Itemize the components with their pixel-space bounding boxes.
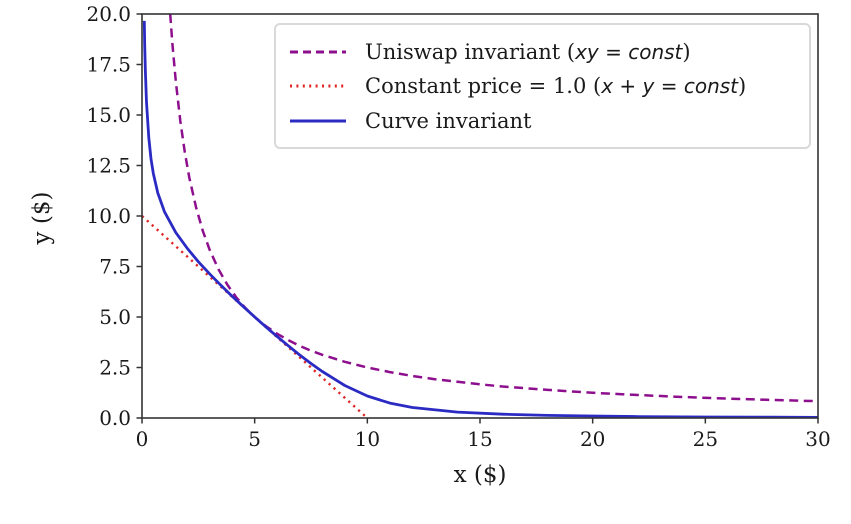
legend-label-constant-price: Constant price = 1.0 (x + y = const)	[365, 74, 746, 98]
y-tick-label: 12.5	[86, 154, 131, 178]
solid-line-sample-icon	[290, 119, 346, 122]
x-tick-label: 20	[580, 427, 605, 451]
y-tick-label: 20.0	[86, 2, 131, 26]
legend-text: Constant price = 1.0 (	[365, 74, 602, 98]
y-tick-label: 17.5	[86, 53, 131, 77]
x-tick-label: 15	[467, 427, 492, 451]
curve-constant-price-1-0	[142, 215, 369, 418]
y-axis-label: y ($)	[29, 191, 55, 245]
x-tick-label: 0	[136, 427, 149, 451]
legend-text: )	[738, 74, 747, 98]
legend-math-text: x + y = const	[601, 74, 739, 98]
legend-item-constant-price: Constant price = 1.0 (x + y = const)	[288, 74, 797, 98]
legend-math-text: xy = const	[575, 39, 683, 64]
dotted-line-sample-icon	[290, 84, 346, 88]
curve-uniswap-invariant	[168, 14, 818, 403]
legend-label-uniswap: Uniswap invariant (xy = const)	[365, 40, 691, 64]
y-tick-label: 5.0	[99, 305, 131, 329]
x-axis-label: x ($)	[453, 462, 507, 488]
y-tick-label: 10.0	[86, 204, 131, 228]
legend-text: Uniswap invariant (	[365, 39, 576, 64]
x-tick-label: 10	[355, 427, 380, 451]
x-tick-label: 30	[805, 427, 830, 451]
y-tick-label: 2.5	[99, 356, 131, 380]
legend: Uniswap invariant (xy = const) Constant …	[274, 23, 811, 149]
legend-text: )	[682, 39, 691, 64]
x-tick-label: 5	[248, 427, 261, 451]
y-tick-label: 7.5	[99, 255, 131, 279]
legend-text: Curve invariant	[365, 108, 532, 133]
curve-curve-invariant	[142, 20, 818, 418]
legend-item-curve-invariant: Curve invariant	[288, 109, 797, 133]
x-tick-label: 25	[693, 427, 718, 451]
y-tick-label: 15.0	[86, 103, 131, 127]
legend-item-uniswap-invariant: Uniswap invariant (xy = const)	[288, 40, 797, 64]
dashed-line-sample-icon	[290, 50, 346, 53]
y-tick-label: 0.0	[99, 406, 131, 430]
legend-label-curve: Curve invariant	[365, 109, 531, 133]
